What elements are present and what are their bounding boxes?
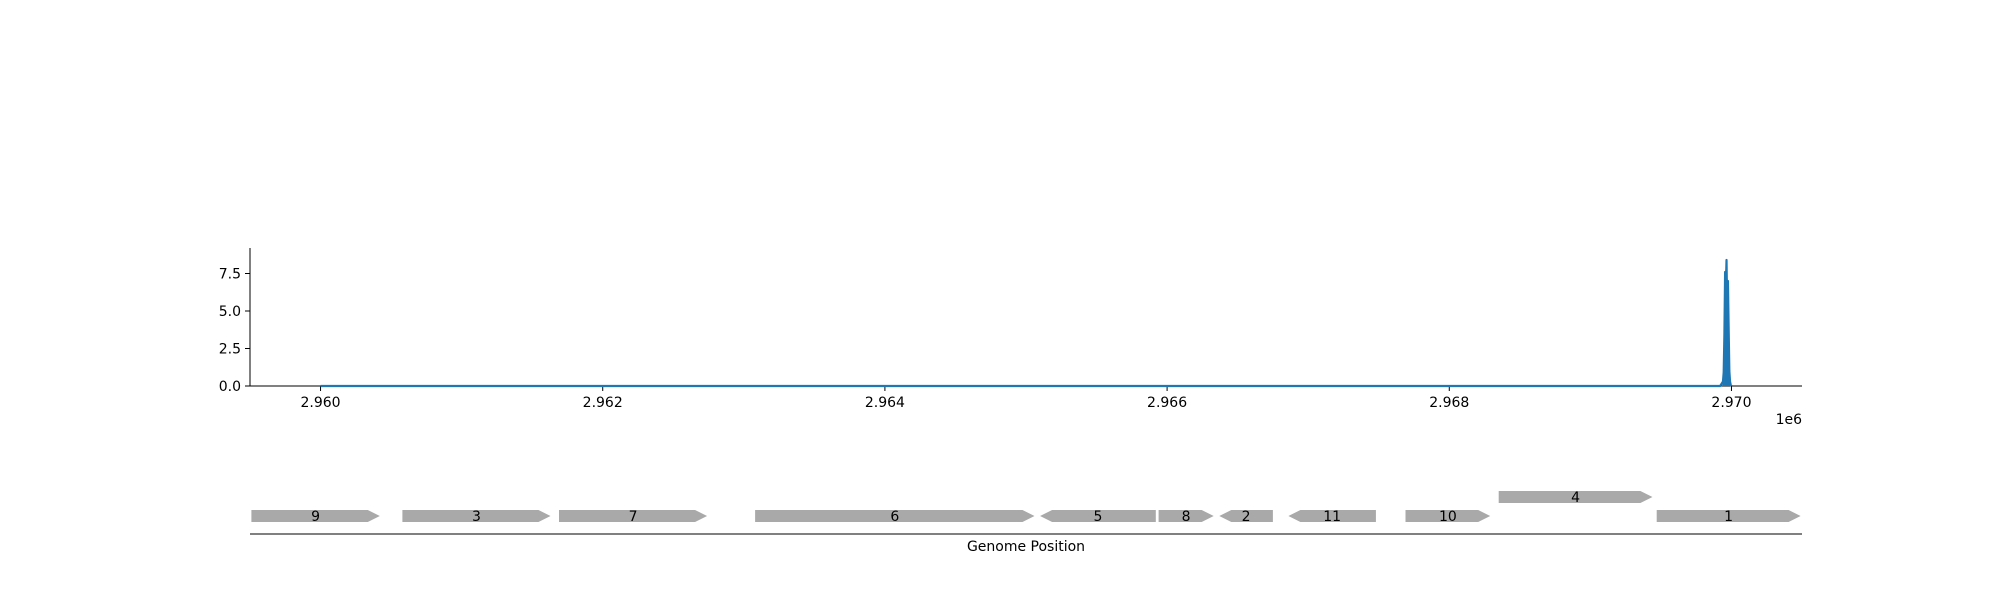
x-offset-label: 1e6 bbox=[1776, 412, 1803, 428]
gene-label: 11 bbox=[1323, 509, 1341, 525]
gene-map: 9 3 7 6 5 8 2 11 10 4 1 Genome Position bbox=[250, 490, 1802, 555]
gene-arrow bbox=[1656, 510, 1801, 522]
gene-arrow bbox=[402, 510, 551, 522]
x-axis-label: Genome Position bbox=[967, 539, 1085, 555]
gene-label: 7 bbox=[629, 509, 638, 525]
x-tick-label: 2.966 bbox=[1147, 395, 1187, 411]
gene-label: 5 bbox=[1093, 509, 1102, 525]
gene-arrow bbox=[251, 510, 380, 522]
coverage-series-group bbox=[320, 258, 1733, 388]
gene-label: 3 bbox=[472, 509, 481, 525]
x-tick-label: 2.968 bbox=[1429, 395, 1469, 411]
gene-arrow bbox=[1040, 510, 1156, 522]
gene-arrow bbox=[1498, 491, 1653, 503]
x-tick-label: 2.970 bbox=[1711, 395, 1751, 411]
gene-arrow bbox=[559, 510, 708, 522]
gene-label: 9 bbox=[311, 509, 320, 525]
coverage-series-line bbox=[320, 258, 1733, 388]
y-tick-label: 0.0 bbox=[219, 379, 241, 395]
gene-label: 1 bbox=[1724, 509, 1733, 525]
coverage-plot: 0.02.55.07.5 2.960 2.962 2.964 2.966 2.968 2.… bbox=[219, 248, 1802, 428]
gene-label: 8 bbox=[1182, 509, 1191, 525]
y-tick-label: 7.5 bbox=[219, 267, 241, 283]
x-tick-label: 2.962 bbox=[583, 395, 623, 411]
gene-features: 9 3 7 6 5 8 2 11 10 4 1 bbox=[251, 490, 1801, 525]
x-tick-label: 2.964 bbox=[865, 395, 905, 411]
gene-arrow bbox=[1405, 510, 1491, 522]
y-tick-label: 5.0 bbox=[219, 304, 241, 320]
x-tick-label: 2.960 bbox=[300, 395, 340, 411]
gene-arrow bbox=[1158, 510, 1214, 522]
gene-arrow bbox=[1219, 510, 1273, 522]
coverage-x-ticks: 2.960 2.962 2.964 2.966 2.968 2.970 bbox=[300, 386, 1752, 411]
y-tick-label: 2.5 bbox=[219, 342, 241, 358]
gene-label: 10 bbox=[1439, 509, 1457, 525]
gene-arrow bbox=[755, 510, 1035, 522]
gene-label: 2 bbox=[1242, 509, 1251, 525]
gene-label: 6 bbox=[890, 509, 899, 525]
coverage-y-ticks: 0.0 2.5 5.0 7.5 bbox=[219, 267, 250, 395]
gene-label: 4 bbox=[1571, 490, 1580, 506]
gene-arrow bbox=[1288, 510, 1376, 522]
